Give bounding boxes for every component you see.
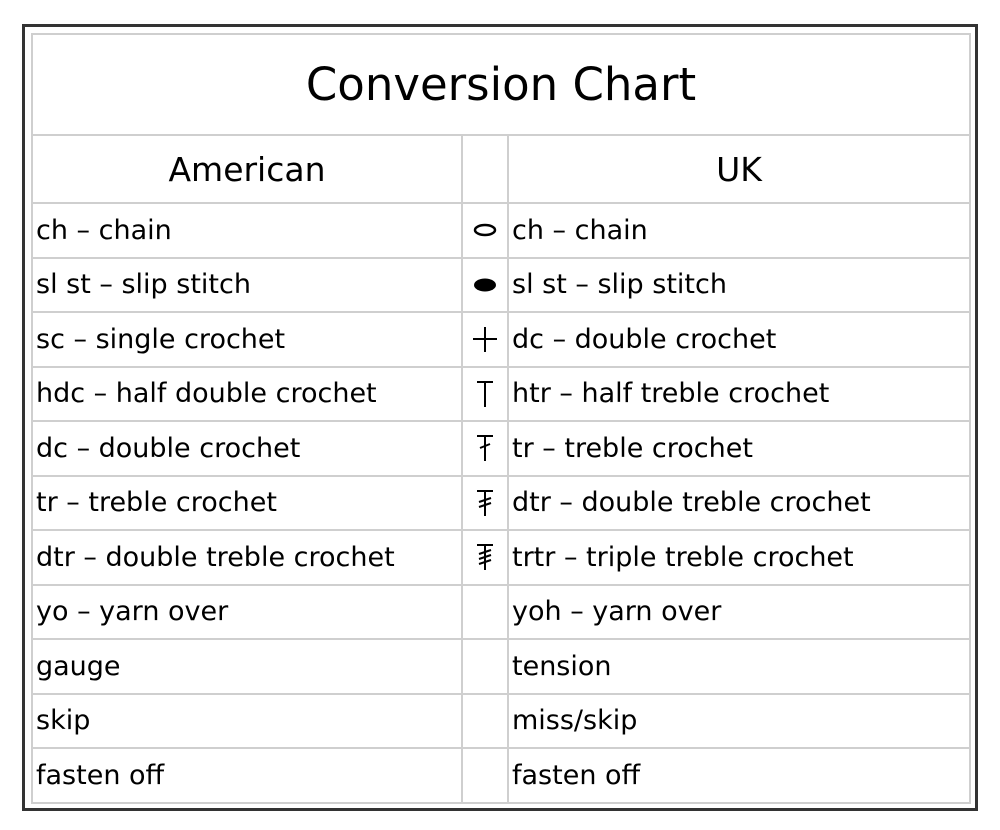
t-two-slash-icon xyxy=(477,489,493,516)
american-term: dtr – double treble crochet xyxy=(31,529,463,586)
american-term: tr – treble crochet xyxy=(31,474,463,531)
symbol-cell xyxy=(461,747,509,804)
header-uk: UK xyxy=(506,134,972,204)
symbol-cell xyxy=(461,638,509,695)
t-one-slash-icon xyxy=(477,435,493,462)
american-term: ch – chain xyxy=(31,202,463,259)
uk-term: miss/skip xyxy=(506,692,972,749)
table-row: dtr – double treble crochet trtr – triple… xyxy=(31,529,972,586)
table-row: gauge tension xyxy=(31,638,972,695)
uk-term: htr – half treble crochet xyxy=(506,365,972,422)
conversion-table: Conversion Chart American UK ch – chain c… xyxy=(30,33,972,804)
outer-frame xyxy=(22,24,978,811)
t-three-slash-icon xyxy=(477,544,493,571)
american-term: fasten off xyxy=(31,747,463,804)
page-title: Conversion Chart xyxy=(30,33,972,136)
symbol-cell xyxy=(461,365,509,422)
table-row: tr – treble crochet dtr – double treble c… xyxy=(31,474,972,531)
american-term: dc – double crochet xyxy=(31,420,463,477)
symbol-cell xyxy=(461,474,509,531)
uk-term: tr – treble crochet xyxy=(506,420,972,477)
t-bar-icon xyxy=(477,380,493,407)
american-term: yo – yarn over xyxy=(31,583,463,640)
american-term: sc – single crochet xyxy=(31,311,463,368)
american-term: gauge xyxy=(31,638,463,695)
table-row: yo – yarn over yoh – yarn over xyxy=(31,583,972,640)
table-row: sl st – slip stitch sl st – slip stitch xyxy=(31,256,972,313)
uk-term: fasten off xyxy=(506,747,972,804)
uk-term: dc – double crochet xyxy=(506,311,972,368)
table-row: hdc – half double crochet htr – half treb… xyxy=(31,365,972,422)
uk-term: ch – chain xyxy=(506,202,972,259)
symbol-cell xyxy=(461,311,509,368)
symbol-cell xyxy=(461,202,509,259)
symbol-cell xyxy=(461,529,509,586)
table-row: fasten off fasten off xyxy=(31,747,972,804)
chain-oval-icon xyxy=(473,224,497,237)
american-term: hdc – half double crochet xyxy=(31,365,463,422)
table-row: dc – double crochet tr – treble crochet xyxy=(31,420,972,477)
uk-term: dtr – double treble crochet xyxy=(506,474,972,531)
uk-term: tension xyxy=(506,638,972,695)
uk-term: sl st – slip stitch xyxy=(506,256,972,313)
american-term: skip xyxy=(31,692,463,749)
table-row: sc – single crochet dc – double crochet xyxy=(31,311,972,368)
header-american: American xyxy=(31,134,463,204)
uk-term: yoh – yarn over xyxy=(506,583,972,640)
symbol-cell xyxy=(461,583,509,640)
symbol-cell xyxy=(461,420,509,477)
table-row: skip miss/skip xyxy=(31,692,972,749)
american-term: sl st – slip stitch xyxy=(31,256,463,313)
symbol-cell xyxy=(461,256,509,313)
table-row: ch – chain ch – chain xyxy=(31,202,972,259)
plus-icon xyxy=(473,327,497,353)
filled-oval-icon xyxy=(474,278,496,292)
header-symbol xyxy=(461,134,509,204)
uk-term: trtr – triple treble crochet xyxy=(506,529,972,586)
symbol-cell xyxy=(461,692,509,749)
